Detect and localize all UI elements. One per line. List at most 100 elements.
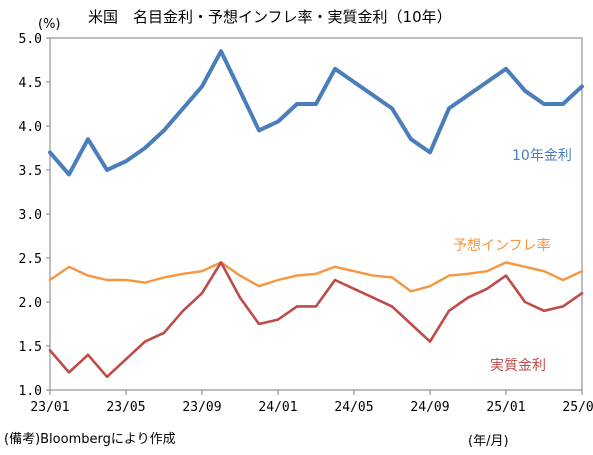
data-point [353, 81, 355, 83]
y-axis-ticks: 1.0 1.5 2.0 2.5 3.0 3.5 4.0 4.5 5.0 [19, 32, 50, 399]
data-point [296, 305, 298, 308]
data-point [125, 279, 127, 281]
data-point [334, 266, 336, 268]
data-point [201, 85, 203, 88]
data-point [372, 94, 374, 96]
data-point [220, 50, 222, 52]
data-point [106, 376, 108, 378]
data-point [106, 169, 108, 171]
data-point [448, 310, 450, 312]
data-point [448, 107, 450, 110]
data-point [163, 332, 165, 334]
data-point [391, 276, 393, 279]
data-point [163, 129, 165, 132]
data-point [562, 305, 564, 308]
data-point [315, 273, 317, 275]
x-tick-label: 24/09 [410, 400, 449, 415]
data-point [524, 301, 526, 303]
data-point [486, 270, 488, 273]
data-point [201, 292, 203, 295]
data-point [429, 340, 431, 343]
y-unit-label: (%) [38, 17, 61, 32]
data-point [353, 288, 355, 290]
x-axis-ticks: 23/01 23/05 23/09 24/01 24/05 24/09 25/01 25/05 [30, 390, 593, 415]
data-point [258, 285, 260, 287]
data-point [220, 261, 222, 264]
data-point [144, 340, 146, 343]
data-point [182, 273, 184, 275]
series-label-2: 実質金利 [490, 358, 546, 374]
x-unit-label: (年/月) [468, 434, 509, 449]
data-point [467, 296, 469, 299]
data-point [144, 147, 146, 149]
x-tick-label: 24/05 [334, 400, 373, 415]
x-tick-label: 23/05 [106, 400, 145, 415]
data-point [486, 81, 488, 83]
series-label-0: 10年金利 [512, 148, 572, 164]
data-point [543, 310, 545, 312]
data-point [353, 270, 355, 273]
data-point [581, 85, 583, 88]
data-point [467, 94, 469, 96]
data-point [562, 103, 564, 105]
y-tick-label: 4.0 [19, 120, 42, 135]
data-point [581, 270, 583, 273]
data-point [505, 68, 507, 70]
data-point [334, 279, 336, 281]
data-point [429, 285, 431, 287]
data-point [87, 138, 89, 140]
data-point [391, 305, 393, 308]
data-point [239, 90, 241, 92]
data-point [106, 279, 108, 281]
data-point [391, 107, 393, 110]
data-point [334, 68, 336, 70]
plot-frame [49, 37, 583, 391]
data-point [296, 103, 298, 105]
data-point [524, 266, 526, 268]
data-point [68, 371, 70, 374]
data-point [277, 318, 279, 321]
chart-title: 米国 名目金利・予想インフレ率・実質金利（10年） [88, 8, 452, 26]
x-tick-label: 25/01 [486, 400, 525, 415]
data-point [182, 310, 184, 312]
y-tick-label: 3.0 [19, 208, 42, 223]
series-lines [48, 49, 584, 379]
data-point [467, 273, 469, 275]
data-point [448, 274, 450, 277]
data-point [182, 107, 184, 110]
data-point [68, 266, 70, 268]
data-point [315, 103, 317, 105]
x-tick-label: 23/09 [182, 400, 221, 415]
data-point [543, 103, 545, 105]
data-point [201, 270, 203, 273]
data-point [581, 292, 583, 295]
data-point [87, 354, 89, 356]
data-point [486, 288, 488, 290]
data-point [429, 151, 431, 154]
data-point [277, 279, 279, 281]
data-point [315, 305, 317, 308]
y-tick-label: 2.0 [19, 296, 42, 311]
data-point [277, 120, 279, 123]
y-tick-label: 2.5 [19, 252, 42, 267]
data-point [505, 274, 507, 277]
data-point [410, 323, 412, 325]
data-point [163, 276, 165, 279]
data-point [125, 358, 127, 361]
y-tick-label: 5.0 [19, 32, 42, 47]
data-point [68, 173, 70, 176]
data-point [239, 296, 241, 299]
source-note: (備考)Bloombergにより作成 [4, 432, 176, 447]
series-label-1: 予想インフレ率 [453, 237, 551, 254]
data-point [543, 270, 545, 273]
data-point [49, 349, 51, 352]
data-point [524, 90, 526, 92]
y-tick-label: 1.0 [19, 384, 42, 399]
y-tick-label: 1.5 [19, 340, 42, 355]
chart-axes [49, 37, 583, 391]
data-point [87, 274, 89, 277]
data-point [505, 261, 507, 264]
data-point [258, 129, 260, 132]
